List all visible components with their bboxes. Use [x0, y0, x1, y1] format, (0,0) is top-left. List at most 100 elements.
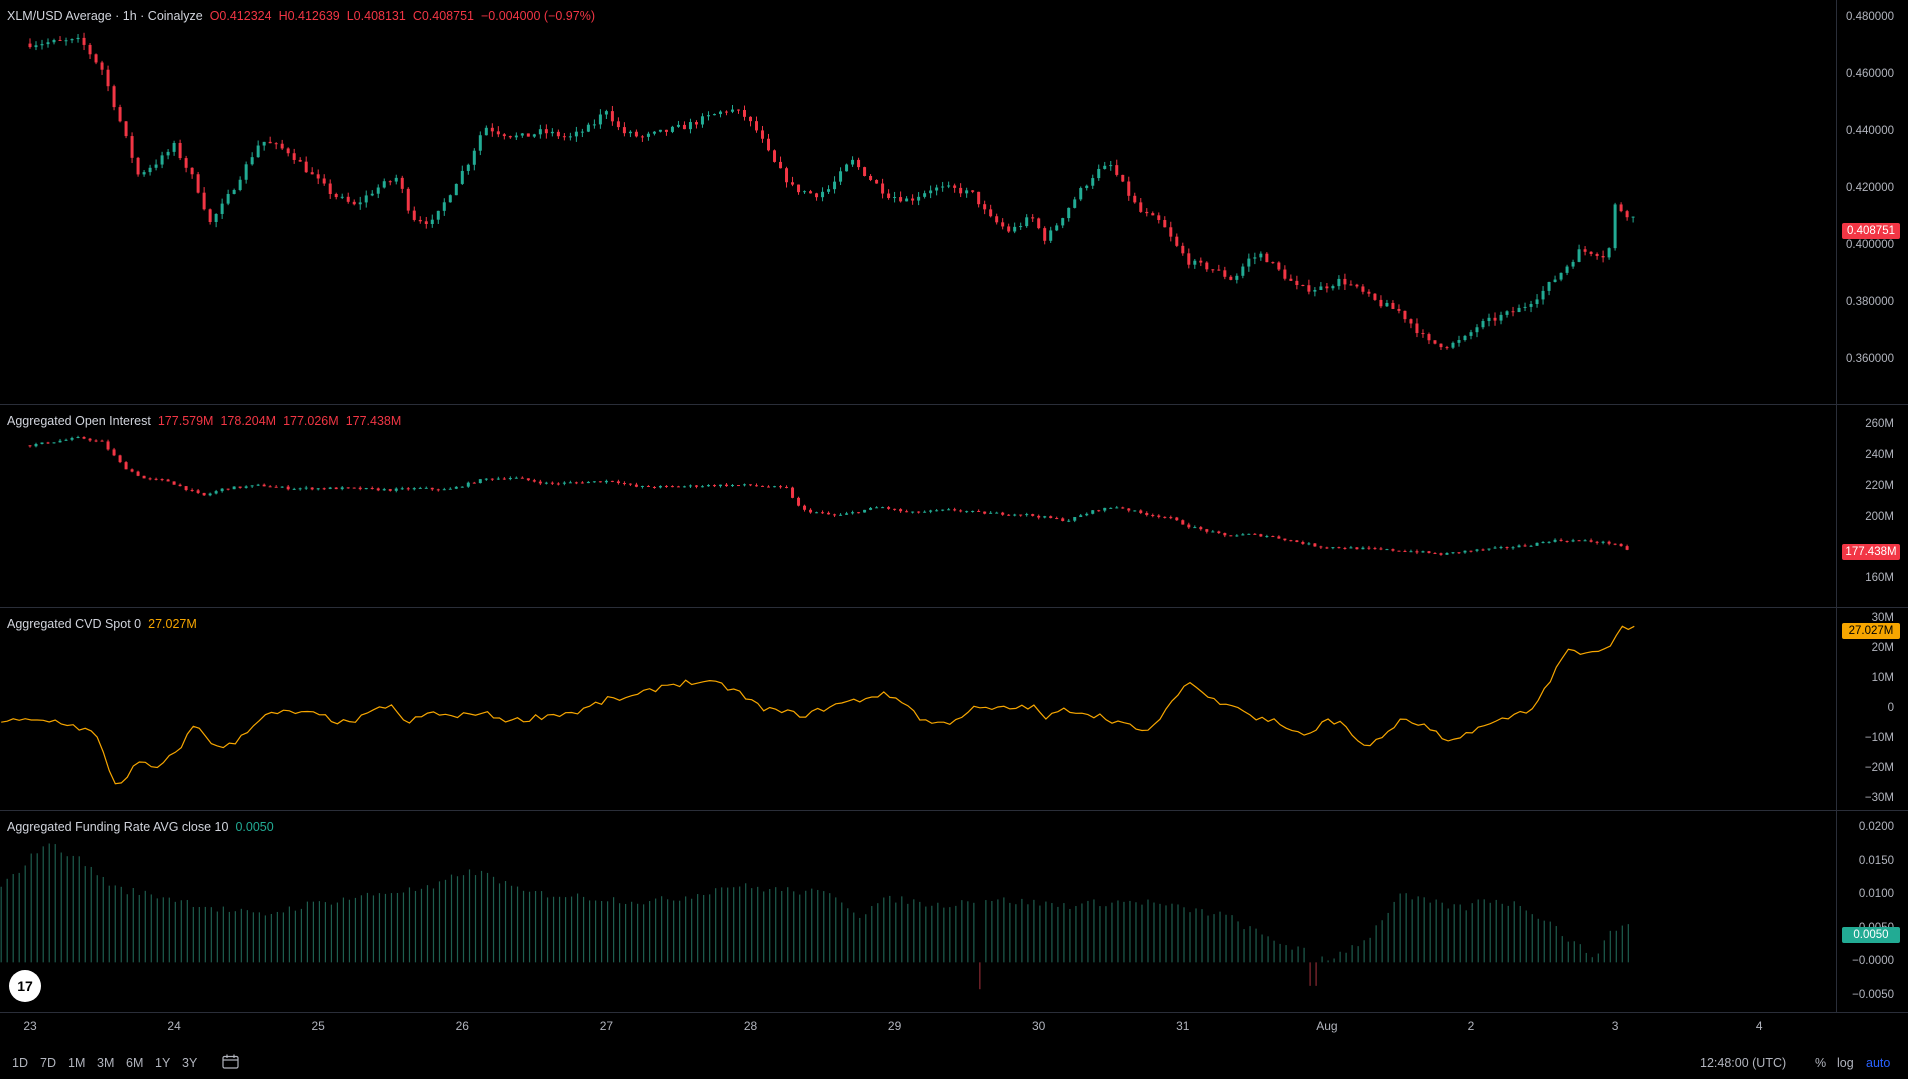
oi-candle — [1193, 527, 1197, 529]
y-tick-label: 0.420000 — [1846, 181, 1894, 194]
oi-candle — [1553, 539, 1557, 542]
pane-divider[interactable] — [0, 810, 1908, 811]
price-candle — [382, 181, 386, 188]
price-candle — [1505, 311, 1509, 315]
range-7d-button[interactable]: 7D — [40, 1056, 56, 1070]
oi-candle — [730, 485, 734, 487]
oi-candle — [1199, 527, 1203, 530]
price-candle — [148, 167, 152, 173]
x-tick-label: 4 — [1755, 1019, 1763, 1033]
price-candle — [1523, 306, 1527, 308]
price-candle — [1205, 262, 1209, 270]
price-candle — [688, 122, 692, 130]
price-candle — [532, 134, 536, 137]
oi-candle — [761, 485, 765, 487]
oi-candle — [664, 485, 668, 487]
pane-divider[interactable] — [0, 404, 1908, 405]
oi-candle — [100, 440, 104, 442]
price-candle — [610, 111, 614, 122]
oi-candle — [382, 489, 386, 491]
range-1m-button[interactable]: 1M — [68, 1056, 86, 1070]
oi-candle — [1145, 512, 1149, 516]
price-candle — [1079, 188, 1083, 200]
oi-candle — [845, 513, 849, 515]
log-toggle[interactable]: log — [1837, 1056, 1854, 1070]
price-candle — [1313, 289, 1317, 292]
price-candle — [845, 164, 849, 172]
y-tick-label: 260M — [1865, 418, 1894, 431]
price-candle — [418, 219, 422, 222]
oi-candle — [1619, 543, 1623, 547]
oi-candle — [202, 492, 206, 496]
range-1y-button[interactable]: 1Y — [155, 1056, 171, 1070]
price-candle — [64, 40, 68, 42]
oi-candle — [1571, 540, 1575, 542]
price-candle — [959, 187, 963, 194]
range-3m-button[interactable]: 3M — [97, 1056, 115, 1070]
auto-toggle[interactable]: auto — [1866, 1056, 1891, 1070]
price-candle — [646, 133, 650, 137]
price-candle — [472, 150, 476, 165]
calendar-icon[interactable] — [222, 1054, 239, 1069]
oi-candle — [670, 486, 674, 488]
clock-utc[interactable]: 12:48:00 (UTC) — [1700, 1056, 1787, 1070]
price-candle — [1463, 335, 1467, 341]
oi-candle — [1091, 510, 1095, 514]
price-candle — [130, 136, 134, 158]
price-candle — [881, 183, 885, 194]
funding-legend: Aggregated Funding Rate AVG close 10 0.0… — [7, 820, 274, 834]
oi-candle — [580, 482, 584, 484]
tradingview-logo[interactable]: 17 — [9, 970, 41, 1002]
price-candle — [1151, 213, 1155, 216]
price-candle — [640, 136, 644, 138]
oi-candle — [136, 471, 140, 476]
price-candle — [1001, 222, 1005, 227]
percent-toggle[interactable]: % — [1815, 1056, 1827, 1070]
oi-candle — [28, 445, 32, 447]
price-candle — [1097, 168, 1101, 179]
pane-divider[interactable] — [0, 607, 1908, 608]
y-tick-label: 0.460000 — [1846, 67, 1894, 80]
price-candle — [1559, 272, 1563, 280]
y-tick-label: 0.440000 — [1846, 124, 1894, 137]
price-candle — [767, 138, 771, 151]
price-candle — [70, 39, 74, 41]
x-tick-label: 28 — [743, 1019, 758, 1033]
oi-candle — [562, 482, 566, 484]
oi-candle — [827, 512, 831, 515]
price-candle — [244, 164, 248, 180]
oi-candle — [1361, 547, 1365, 550]
price-candle — [1139, 202, 1143, 212]
price-candle — [1583, 249, 1587, 252]
price-candle — [340, 196, 344, 198]
oi-candle — [436, 489, 440, 491]
price-candle — [1109, 165, 1113, 167]
oi-candle — [376, 488, 380, 491]
range-1d-button[interactable]: 1D — [12, 1056, 28, 1070]
oi-candle — [1601, 541, 1605, 543]
oi-candle — [1409, 551, 1413, 553]
oi-candle — [1211, 531, 1215, 533]
price-candle — [502, 134, 506, 137]
oi-candle — [1103, 507, 1107, 511]
price-candle — [1325, 286, 1329, 289]
price-candle — [664, 129, 668, 132]
funding-last-tag: 0.0050 — [1842, 927, 1900, 943]
oi-candle — [779, 486, 783, 488]
oi-candle — [1589, 540, 1593, 542]
y-tick-label: 220M — [1865, 479, 1894, 492]
price-candle — [88, 44, 92, 55]
price-candle — [1259, 253, 1263, 258]
price-candle — [604, 111, 608, 115]
range-3y-button[interactable]: 3Y — [182, 1056, 198, 1070]
price-candle — [142, 172, 146, 175]
oi-candle — [1331, 547, 1335, 549]
price-candle — [791, 182, 795, 185]
price-candle — [923, 193, 927, 197]
price-candle — [1631, 216, 1635, 218]
y-tick-label: 0 — [1887, 702, 1894, 714]
oi-candle — [484, 478, 488, 480]
oi-candle — [280, 486, 284, 488]
range-6m-button[interactable]: 6M — [126, 1056, 144, 1070]
